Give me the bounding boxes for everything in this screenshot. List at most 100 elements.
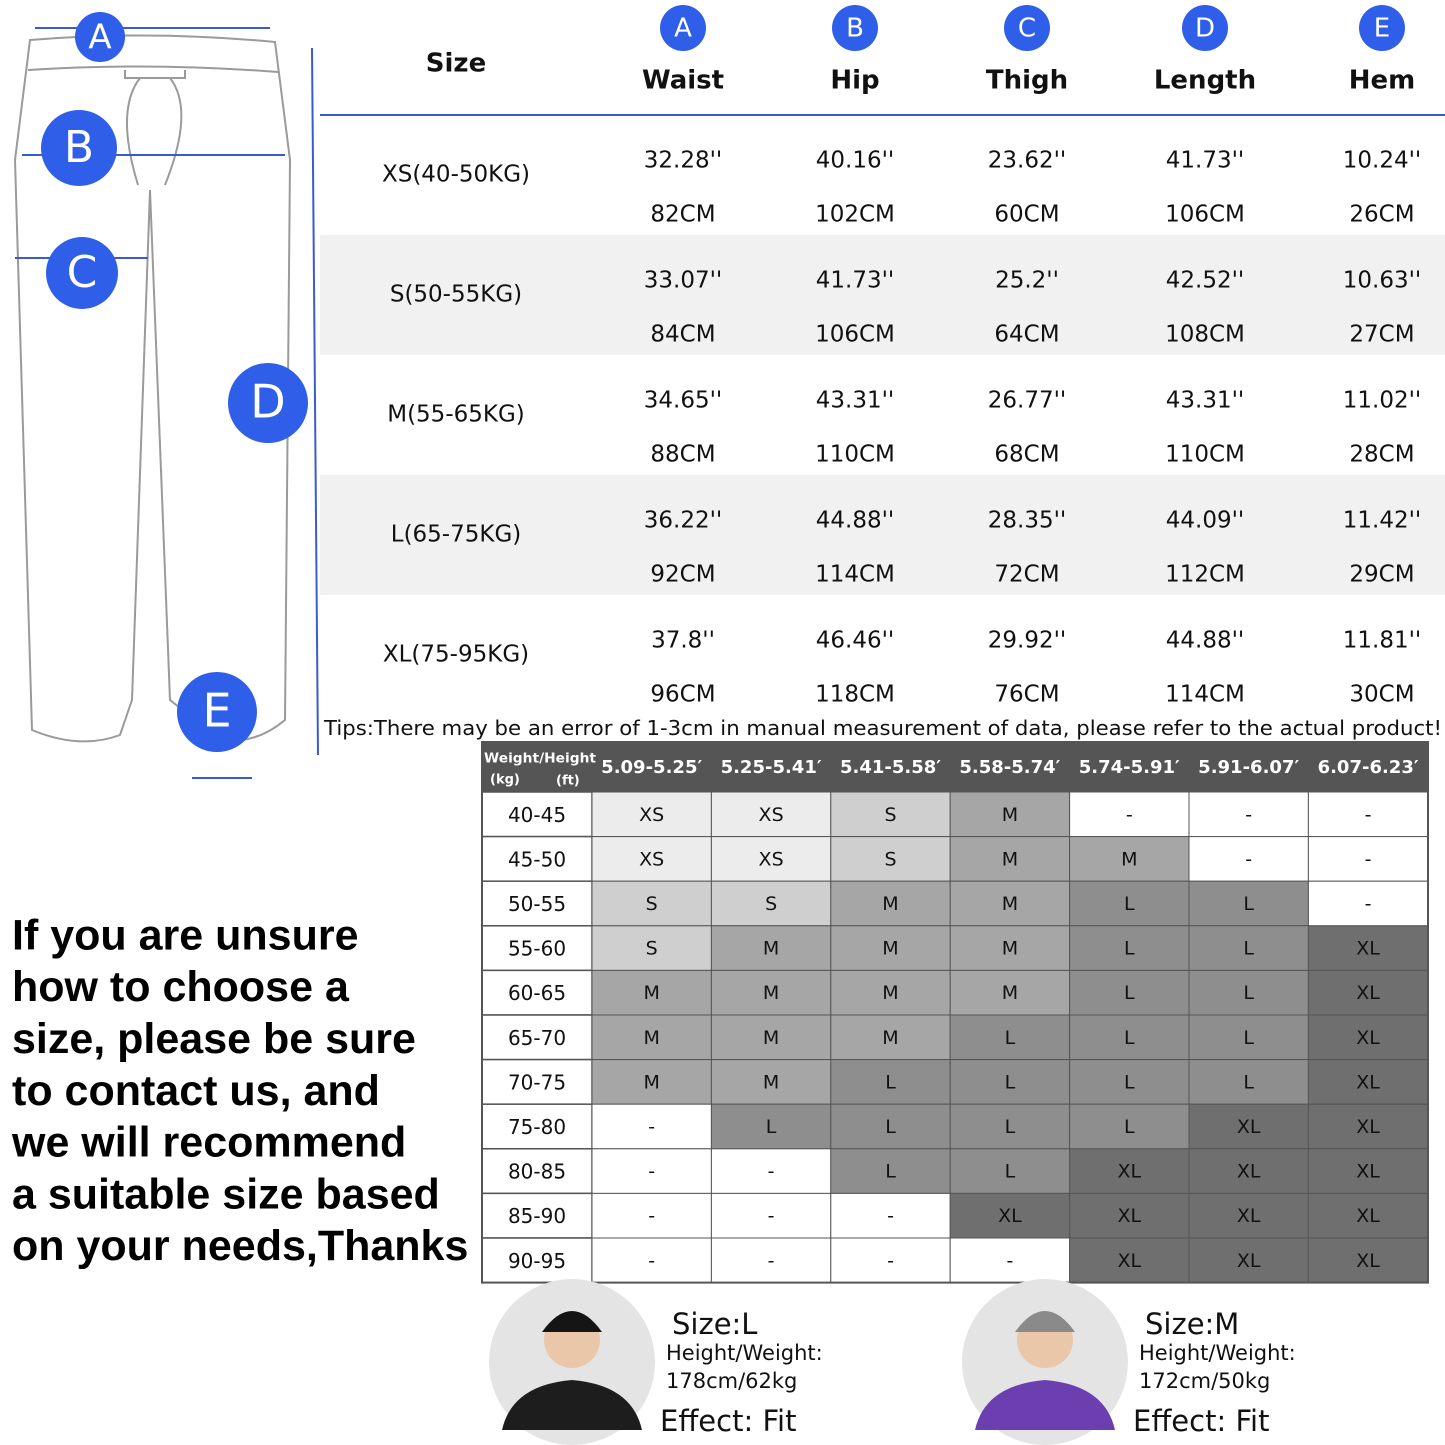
size-cell-text: XL xyxy=(1356,1116,1380,1138)
cm-value: 118CM xyxy=(815,682,895,708)
size-cell-text: XL xyxy=(1117,1161,1141,1183)
column-letter: A xyxy=(674,14,692,44)
inch-value: 11.81'' xyxy=(1343,628,1422,654)
size-cell-text: L xyxy=(885,1071,896,1093)
size-cell xyxy=(1069,836,1190,882)
letter-badge xyxy=(46,237,118,309)
size-cell-text: - xyxy=(1365,893,1372,915)
inch-value: 23.62'' xyxy=(988,148,1067,174)
pants-diagram: A B C D E xyxy=(13,12,319,779)
size-cell xyxy=(1069,1014,1190,1061)
cm-value: 106CM xyxy=(1165,202,1245,228)
cm-value: 88CM xyxy=(650,442,715,468)
size-cell-text: - xyxy=(1126,804,1133,826)
diagram-letter: A xyxy=(88,18,111,58)
size-cell xyxy=(1188,836,1309,882)
size-cell xyxy=(1069,1237,1190,1284)
size-label: S(50-55KG) xyxy=(390,282,522,308)
size-cell-text: - xyxy=(768,1250,775,1272)
weight-label: 80-85 xyxy=(508,1160,566,1184)
inch-value: 36.22'' xyxy=(644,508,723,534)
cm-value: 29CM xyxy=(1349,562,1414,588)
cm-value: 84CM xyxy=(650,322,715,348)
size-cell-text: M xyxy=(1002,938,1018,960)
size-cell xyxy=(1069,791,1190,838)
cm-value: 30CM xyxy=(1349,682,1414,708)
size-cell-text: XL xyxy=(1356,938,1380,960)
size-cell-text: S xyxy=(884,848,896,870)
weight-label: 55-60 xyxy=(508,937,566,961)
column-name: Hip xyxy=(830,66,879,96)
size-cell-text: XL xyxy=(1356,1205,1380,1227)
note-line: on your needs,Thanks xyxy=(12,1222,468,1270)
weight-cell xyxy=(481,1058,593,1105)
size-cell xyxy=(1069,969,1190,1016)
cm-value: 114CM xyxy=(815,562,895,588)
waistband xyxy=(27,65,279,73)
size-cell xyxy=(1307,1192,1429,1239)
inch-value: 42.52'' xyxy=(1166,268,1245,294)
size-cell-text: M xyxy=(882,893,898,915)
note-line: size, please be sure xyxy=(12,1015,416,1063)
note-line: we will recommend xyxy=(11,1119,406,1167)
column-letter: B xyxy=(846,14,864,44)
model-hw-label: Height/Weight: xyxy=(666,1341,823,1365)
size-cell-text: XL xyxy=(1117,1205,1141,1227)
column-letter: C xyxy=(1018,14,1036,44)
model-size: Size:L xyxy=(672,1307,757,1341)
height-label: 5.74-5.91′ xyxy=(1079,757,1180,778)
size-cell xyxy=(591,1192,712,1239)
size-cell-text: XL xyxy=(1356,982,1380,1004)
size-cell-text: L xyxy=(1124,893,1135,915)
size-cell-text: XL xyxy=(1356,1071,1380,1093)
inch-value: 40.16'' xyxy=(816,148,895,174)
size-cell-text: - xyxy=(1006,1250,1013,1272)
cm-value: 76CM xyxy=(994,682,1059,708)
letter-badge xyxy=(41,110,117,186)
size-cell-text: L xyxy=(1005,1116,1016,1138)
size-cell-text: XL xyxy=(1237,1205,1261,1227)
cm-value: 92CM xyxy=(650,562,715,588)
size-cell-text: M xyxy=(1002,804,1018,826)
size-cell-text: M xyxy=(763,1071,779,1093)
size-label: M(55-65KG) xyxy=(387,402,525,428)
column-badge xyxy=(660,5,706,51)
size-cell-text: - xyxy=(1245,848,1252,870)
column-letter: E xyxy=(1374,14,1390,44)
size-cell-text: L xyxy=(1243,893,1254,915)
size-cell-text: L xyxy=(1243,938,1254,960)
height-label: 5.58-5.74′ xyxy=(959,757,1060,778)
model-size: Size:M xyxy=(1145,1307,1239,1341)
size-cell-text: XL xyxy=(1356,1250,1380,1272)
size-cell-text: M xyxy=(763,1027,779,1049)
size-cell xyxy=(1307,836,1429,882)
diagram-letter: B xyxy=(64,122,94,173)
inch-value: 11.42'' xyxy=(1343,508,1422,534)
size-cell-text: L xyxy=(1243,982,1254,1004)
size-cell xyxy=(830,1237,951,1284)
model-body xyxy=(975,1380,1115,1430)
inch-value: 37.8'' xyxy=(651,628,715,654)
weight-label: 65-70 xyxy=(508,1026,566,1050)
weight-label: 40-45 xyxy=(508,803,566,827)
cm-value: 64CM xyxy=(994,322,1059,348)
size-cell-text: M xyxy=(1002,982,1018,1004)
inch-value: 41.73'' xyxy=(1166,148,1245,174)
weight-cell xyxy=(481,925,593,972)
size-cell xyxy=(1188,1192,1309,1239)
size-cell-text: L xyxy=(1005,1027,1016,1049)
inch-value: 44.88'' xyxy=(816,508,895,534)
size-cell xyxy=(830,880,951,927)
size-cell xyxy=(949,836,1071,882)
diagram-letter: C xyxy=(67,247,98,298)
size-cell xyxy=(710,791,832,838)
inch-value: 26.77'' xyxy=(988,388,1067,414)
size-cell xyxy=(710,880,832,927)
model-hw-label: Height/Weight: xyxy=(1139,1341,1296,1365)
size-cell xyxy=(1069,1148,1190,1194)
size-cell-text: - xyxy=(648,1161,655,1183)
weight-label: 85-90 xyxy=(508,1204,566,1228)
size-cell-text: M xyxy=(1002,848,1018,870)
size-cell-text: M xyxy=(1121,848,1137,870)
